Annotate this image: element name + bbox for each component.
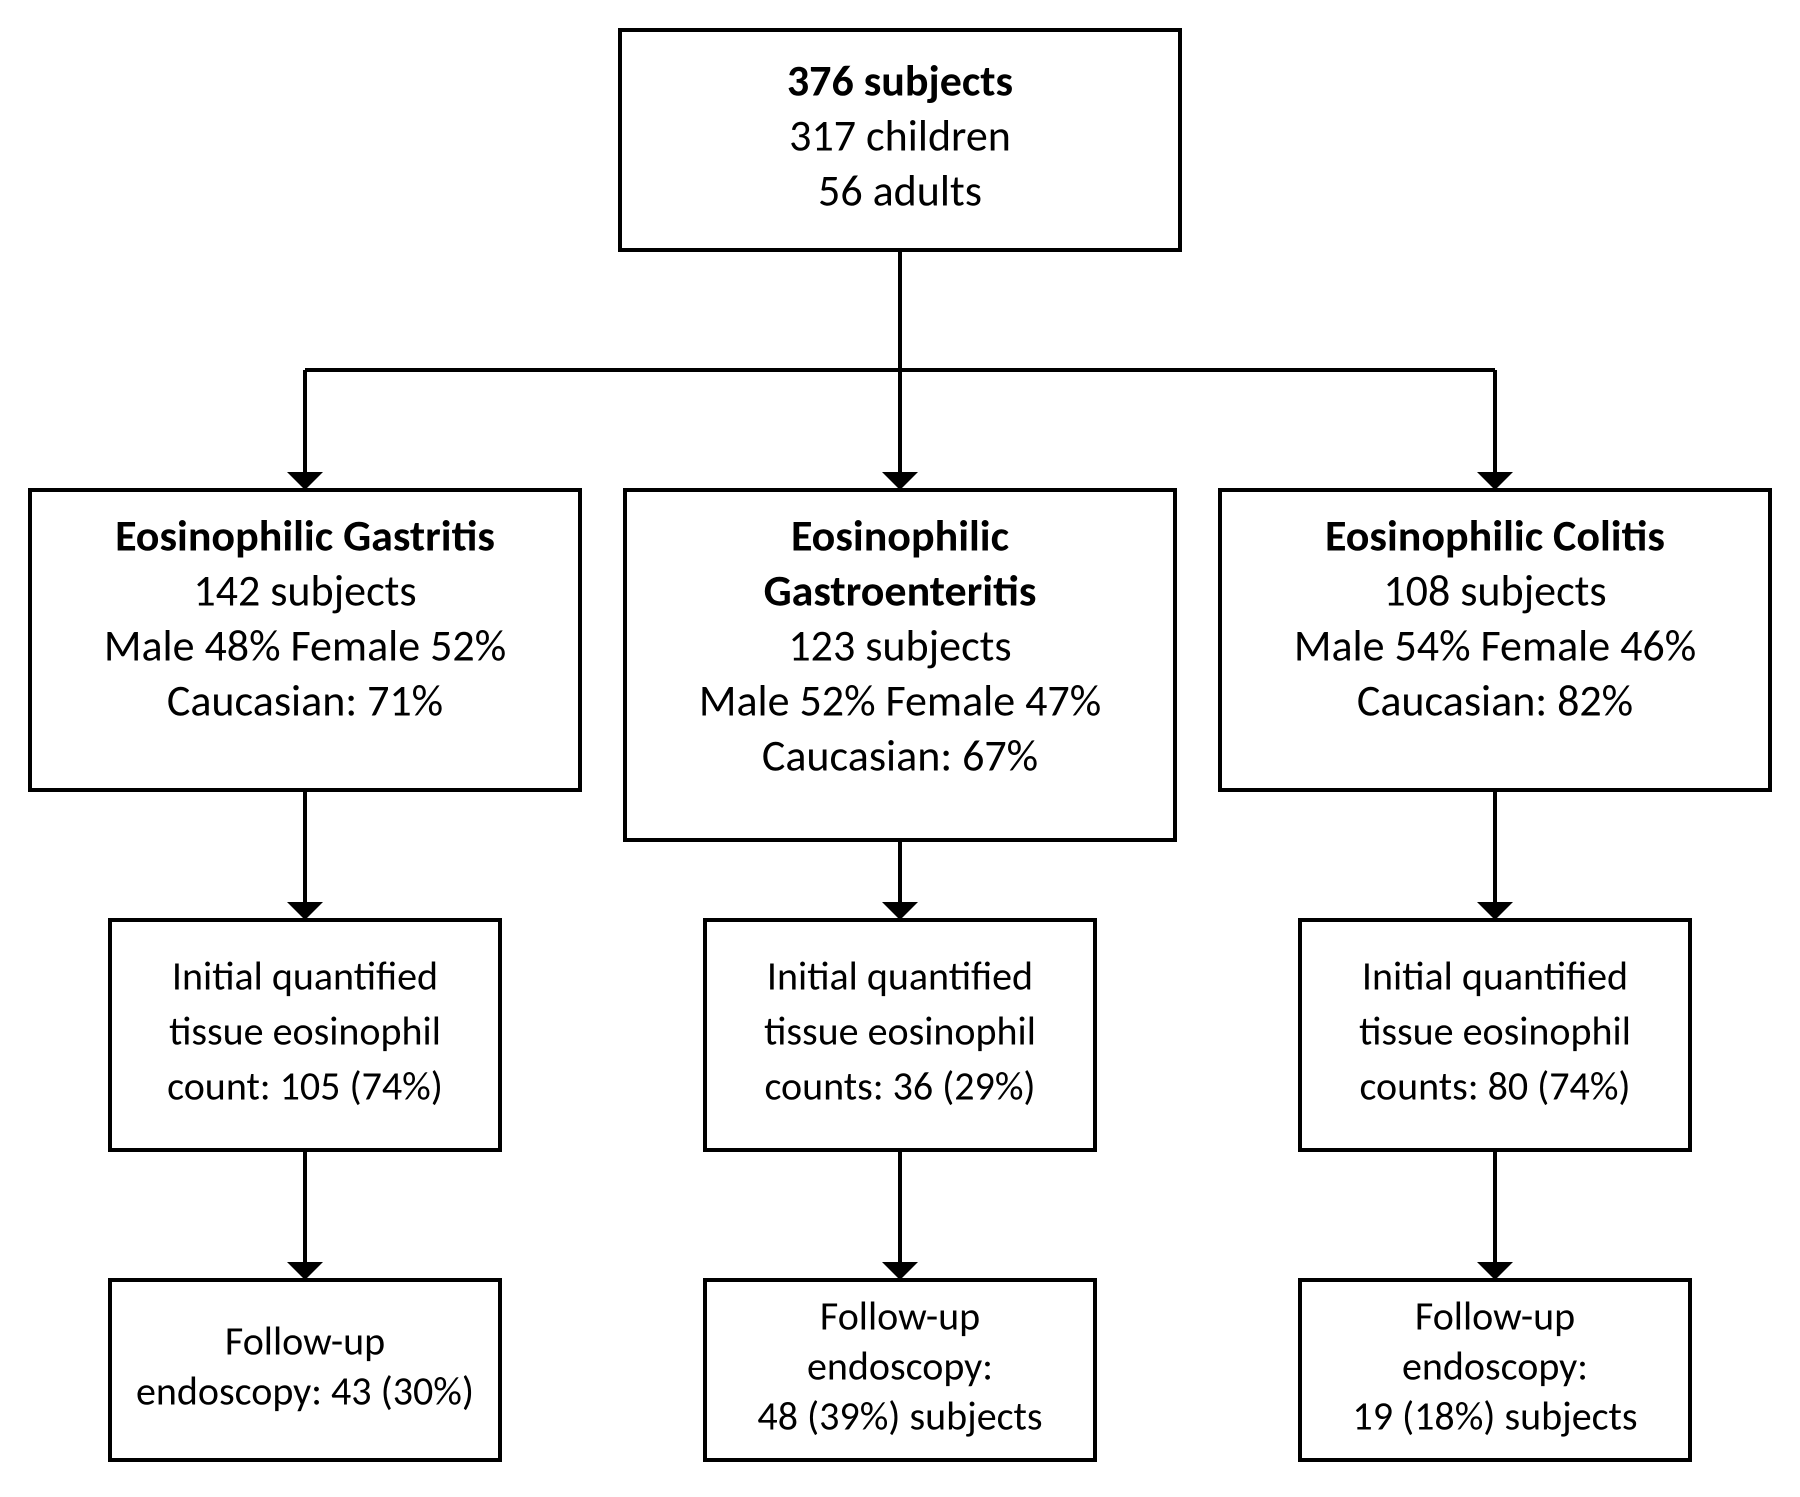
text-line: Follow-up <box>820 1292 980 1341</box>
arrowhead-icon <box>1477 1262 1513 1280</box>
text-line: Caucasian: 71% <box>167 674 443 728</box>
arrowhead-icon <box>882 902 918 920</box>
text-line: tissue eosinophil <box>1359 1007 1631 1056</box>
category-title: Eosinophilic Colitis <box>1325 509 1665 563</box>
text-line: 142 subjects <box>193 564 416 618</box>
text-line: endoscopy: <box>807 1342 993 1391</box>
category-title: Eosinophilic <box>791 509 1009 563</box>
category-title: Eosinophilic Gastritis <box>115 509 495 563</box>
arrowhead-icon <box>287 472 323 490</box>
text-line: 108 subjects <box>1383 564 1606 618</box>
text-line: 56 adults <box>818 164 982 218</box>
category-title-2: Gastroenteritis <box>764 564 1037 618</box>
text-line: 19 (18%) subjects <box>1352 1392 1637 1441</box>
flowchart: 376 subjects317 children56 adults Eosinop… <box>0 0 1800 1497</box>
text-line: endoscopy: <box>1402 1342 1588 1391</box>
text-line: tissue eosinophil <box>169 1007 441 1056</box>
text-line: Caucasian: 67% <box>762 729 1038 783</box>
text-line: 48 (39%) subjects <box>757 1392 1042 1441</box>
text-line: Initial quantified <box>1362 952 1628 1001</box>
arrowhead-icon <box>882 472 918 490</box>
text-line: 123 subjects <box>788 619 1011 673</box>
root-title: 376 subjects <box>787 54 1013 108</box>
text-line: Male 48% Female 52% <box>104 619 506 673</box>
text-line: Initial quantified <box>767 952 1033 1001</box>
text-line: Caucasian: 82% <box>1357 674 1633 728</box>
text-line: Initial quantified <box>172 952 438 1001</box>
arrowhead-icon <box>287 902 323 920</box>
text-line: endoscopy: 43 (30%) <box>136 1367 474 1416</box>
text-line: 317 children <box>789 109 1011 163</box>
arrowhead-icon <box>287 1262 323 1280</box>
arrowhead-icon <box>882 1262 918 1280</box>
text-line: tissue eosinophil <box>764 1007 1036 1056</box>
arrowhead-icon <box>1477 472 1513 490</box>
text-line: count: 105 (74%) <box>167 1062 443 1111</box>
arrowhead-icon <box>1477 902 1513 920</box>
text-line: Follow-up <box>1415 1292 1575 1341</box>
text-line: counts: 36 (29%) <box>764 1062 1035 1111</box>
text-line: Male 54% Female 46% <box>1294 619 1696 673</box>
text-line: Male 52% Female 47% <box>699 674 1101 728</box>
text-line: counts: 80 (74%) <box>1359 1062 1630 1111</box>
text-line: Follow-up <box>225 1317 385 1366</box>
